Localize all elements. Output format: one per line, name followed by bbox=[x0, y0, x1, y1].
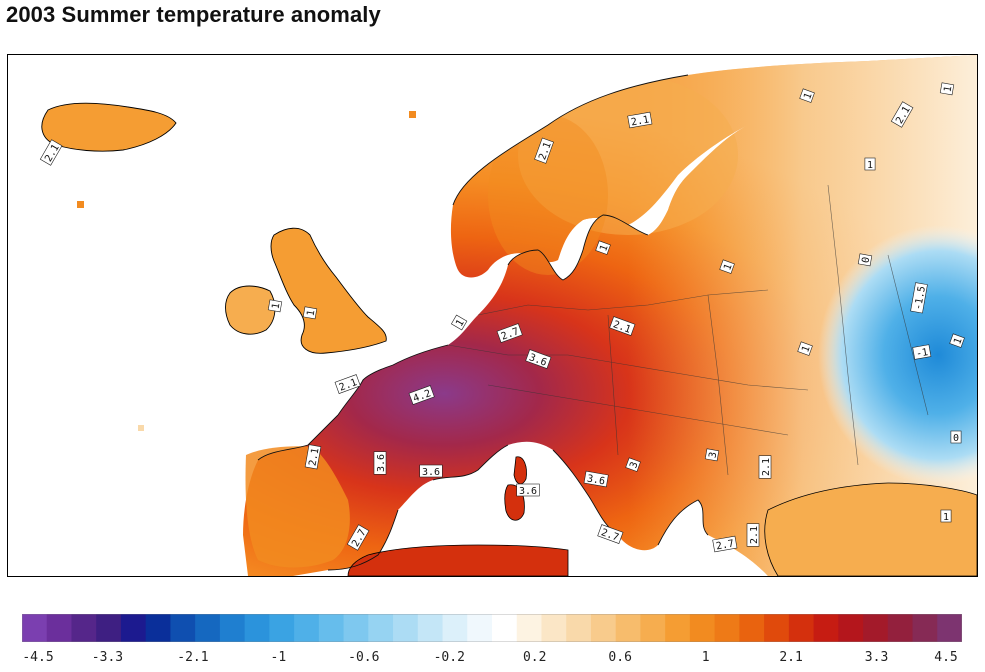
colorbar-tick-label: -1 bbox=[271, 650, 287, 665]
colorbar-bin bbox=[838, 614, 863, 642]
colorbar-tick-label: -2.1 bbox=[177, 650, 208, 665]
colorbar-bin bbox=[121, 614, 146, 642]
contour-label: 1 bbox=[451, 315, 467, 330]
colorbar-bin bbox=[418, 614, 443, 642]
colorbar-bin bbox=[913, 614, 938, 642]
colorbar-bin bbox=[715, 614, 740, 642]
colorbar-bin bbox=[47, 614, 72, 642]
colorbar-bin bbox=[220, 614, 245, 642]
svg-text:2.7: 2.7 bbox=[715, 539, 735, 553]
colorbar-tick-label: 0.6 bbox=[608, 650, 631, 665]
svg-text:1: 1 bbox=[867, 160, 873, 171]
colorbar-tick-label: 0.2 bbox=[523, 650, 546, 665]
colorbar-bin bbox=[319, 614, 344, 642]
contour-label: 0 bbox=[951, 431, 961, 444]
colorbar-tick-label: -0.2 bbox=[434, 650, 465, 665]
colorbar-bin bbox=[640, 614, 665, 642]
svg-text:0: 0 bbox=[953, 433, 959, 444]
svg-text:1: 1 bbox=[943, 512, 949, 523]
colorbar-bin bbox=[393, 614, 418, 642]
colorbar-bin bbox=[294, 614, 319, 642]
contour-label: 1 bbox=[940, 83, 955, 95]
contour-label: 1 bbox=[865, 158, 875, 171]
contour-label: 3.6 bbox=[420, 465, 443, 478]
colorbar-bin bbox=[269, 614, 294, 642]
colorbar-bin bbox=[888, 614, 913, 642]
svg-text:2.1: 2.1 bbox=[749, 526, 760, 544]
colorbar-tick-label: -3.3 bbox=[92, 650, 123, 665]
chart-title: 2003 Summer temperature anomaly bbox=[6, 2, 381, 28]
colorbar-bin bbox=[245, 614, 270, 642]
contour-label: 3 bbox=[705, 449, 720, 461]
colorbar-bin bbox=[492, 614, 517, 642]
colorbar-tick-label: -4.5 bbox=[22, 650, 53, 665]
anomaly-map: 2.1 2.1 2.1 1 1 1 1 1 1 2.7 2.1 3.6 4.2 2.1 2.1 3.6 3.6 3… bbox=[7, 54, 978, 577]
contour-label: 1 bbox=[941, 510, 951, 523]
contour-label: 1 bbox=[268, 300, 283, 312]
colorbar-tick-label: 4.5 bbox=[934, 650, 957, 665]
colorbar-bin bbox=[591, 614, 616, 642]
colorbar-bin bbox=[789, 614, 814, 642]
colorbar-bin bbox=[690, 614, 715, 642]
contour-label: 0 bbox=[858, 254, 873, 266]
contour-label: 1 bbox=[303, 307, 318, 319]
colorbar-bin bbox=[344, 614, 369, 642]
svg-text:-1: -1 bbox=[915, 347, 929, 360]
colorbar-bin bbox=[467, 614, 492, 642]
colorbar-tick-label: 1 bbox=[702, 650, 710, 665]
svg-text:3.6: 3.6 bbox=[519, 486, 537, 497]
colorbar-bin bbox=[937, 614, 962, 642]
colorbar-bin bbox=[739, 614, 764, 642]
colorbar-bin bbox=[195, 614, 220, 642]
svg-text:3.6: 3.6 bbox=[422, 467, 440, 478]
colorbar-bin bbox=[443, 614, 468, 642]
colorbar-bin bbox=[764, 614, 789, 642]
contour-label: 3.6 bbox=[374, 452, 387, 475]
colorbar bbox=[22, 614, 962, 642]
colorbar-bin bbox=[541, 614, 566, 642]
colorbar-bin bbox=[170, 614, 195, 642]
colorbar-bin bbox=[517, 614, 542, 642]
colorbar-bin bbox=[146, 614, 171, 642]
colorbar-bin bbox=[22, 614, 47, 642]
colorbar-bin bbox=[566, 614, 591, 642]
svg-text:3.6: 3.6 bbox=[376, 454, 387, 472]
contour-label: 3.6 bbox=[517, 484, 540, 497]
contour-label: 2.1 bbox=[759, 456, 772, 479]
colorbar-tick-labels: -4.5 -3.3 -2.1 -1 -0.6 -0.2 0.2 0.6 1 2.1 3.3 4.5 bbox=[22, 650, 962, 670]
colorbar-bin bbox=[368, 614, 393, 642]
svg-text:2.1: 2.1 bbox=[761, 458, 772, 476]
contour-label: 2.1 bbox=[747, 524, 760, 547]
colorbar-tick-label: 2.1 bbox=[779, 650, 802, 665]
colorbar-bin bbox=[814, 614, 839, 642]
colorbar-bin bbox=[616, 614, 641, 642]
colorbar-bin bbox=[665, 614, 690, 642]
colorbar-bin bbox=[863, 614, 888, 642]
colorbar-bin bbox=[71, 614, 96, 642]
colorbar-bin bbox=[96, 614, 121, 642]
colorbar-tick-label: -0.6 bbox=[348, 650, 379, 665]
colorbar-tick-label: 3.3 bbox=[865, 650, 888, 665]
